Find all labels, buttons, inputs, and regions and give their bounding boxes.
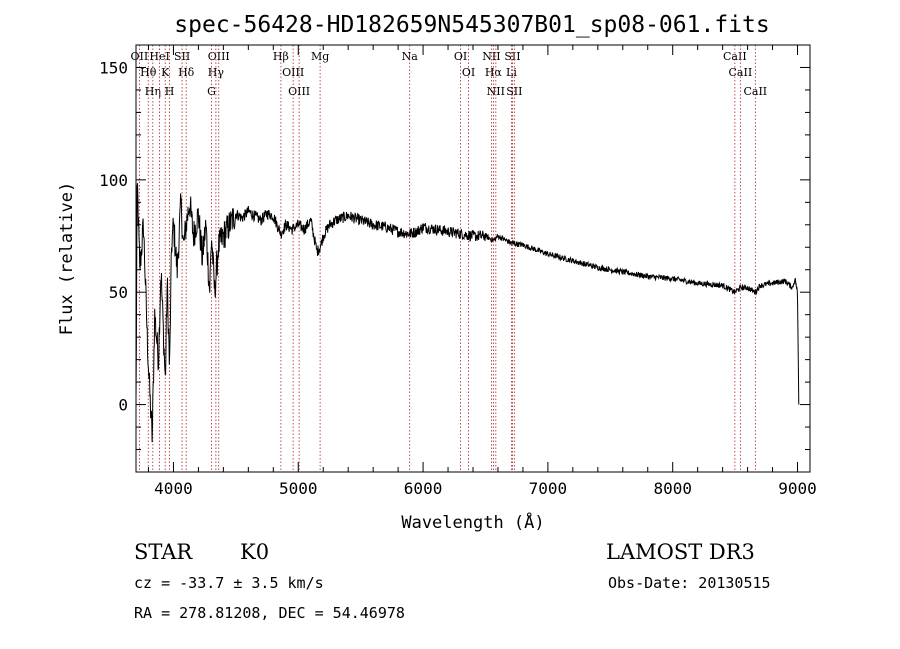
- spectral-line-label: NII: [482, 50, 500, 63]
- spectral-line-label: Hβ: [273, 50, 289, 63]
- spectral-line-label: Hδ: [178, 66, 195, 79]
- spectral-line-label: K: [161, 66, 170, 79]
- spectral-line-label: SII: [506, 85, 522, 98]
- spectral-line-label: NII: [487, 85, 505, 98]
- series-layer: [135, 183, 800, 443]
- redshift-velocity: cz = -33.7 ± 3.5 km/s: [134, 574, 324, 592]
- spectral-line-label: Hα: [485, 66, 503, 79]
- spectral-line-label: HeI: [149, 50, 169, 63]
- spectral-line-label: Na: [402, 50, 419, 63]
- spectral-line-label: Hη: [145, 85, 161, 98]
- x-tick-label: 8000: [653, 479, 692, 498]
- spectral-line-label: CaII: [729, 66, 753, 79]
- spectral-line-label: OIII: [288, 85, 310, 98]
- spectrum-series-line: [135, 183, 800, 443]
- object-class: STAR: [134, 540, 193, 564]
- object-subclass: K0: [240, 540, 270, 564]
- spectral-line-label: Li: [506, 66, 517, 79]
- x-tick-label: 6000: [404, 479, 443, 498]
- axis-ticks-layer: 4000 5000 6000 7000 8000 9000 0 50 100 150: [99, 45, 817, 498]
- y-tick-label: 0: [118, 396, 128, 415]
- coordinates: RA = 278.81208, DEC = 54.46978: [134, 604, 405, 622]
- spectral-line-label: OIII: [208, 50, 230, 63]
- spectral-line-label: CaII: [743, 85, 767, 98]
- spectral-line-label: SII: [174, 50, 190, 63]
- y-tick-label: 50: [109, 283, 128, 302]
- plot-frame: [135, 44, 811, 473]
- spectral-lines-layer: OII Hθ Hη HeI K SII HHδ OIII Hγ G Hβ OIII OIII Mg Na OI…: [131, 45, 767, 472]
- spectrum-chart: OII Hθ Hη HeI K SII HHδ OIII Hγ G Hβ OIII OIII Mg Na OI…: [57, 12, 817, 533]
- y-tick-label: 150: [99, 58, 128, 77]
- survey-name: LAMOST DR3: [606, 540, 755, 564]
- spectral-line-label: OII: [131, 50, 149, 63]
- spectral-line-label: G: [207, 85, 216, 98]
- spectral-line-label: OIII: [282, 66, 304, 79]
- x-tick-label: 5000: [279, 479, 318, 498]
- observation-date: Obs-Date: 20130515: [608, 574, 771, 592]
- spectral-line-label: Mg: [311, 50, 329, 63]
- y-axis-label: Flux (relative): [57, 182, 77, 336]
- chart-title: spec-56428-HD182659N545307B01_sp08-061.f…: [174, 12, 769, 38]
- x-tick-label: 7000: [529, 479, 568, 498]
- spectral-line-label: CaII: [723, 50, 747, 63]
- y-tick-label: 100: [99, 171, 128, 190]
- spectral-line-label: Hθ: [140, 66, 157, 79]
- spectral-line-label: OI: [454, 50, 467, 63]
- spectral-line-label: OI: [462, 66, 475, 79]
- x-tick-label: 9000: [778, 479, 817, 498]
- x-tick-label: 4000: [154, 479, 193, 498]
- spectral-line-label: SII: [504, 50, 520, 63]
- spectral-line-label: H: [165, 85, 175, 98]
- x-axis-label: Wavelength (Å): [401, 511, 544, 533]
- spectral-line-label: Hγ: [208, 66, 225, 79]
